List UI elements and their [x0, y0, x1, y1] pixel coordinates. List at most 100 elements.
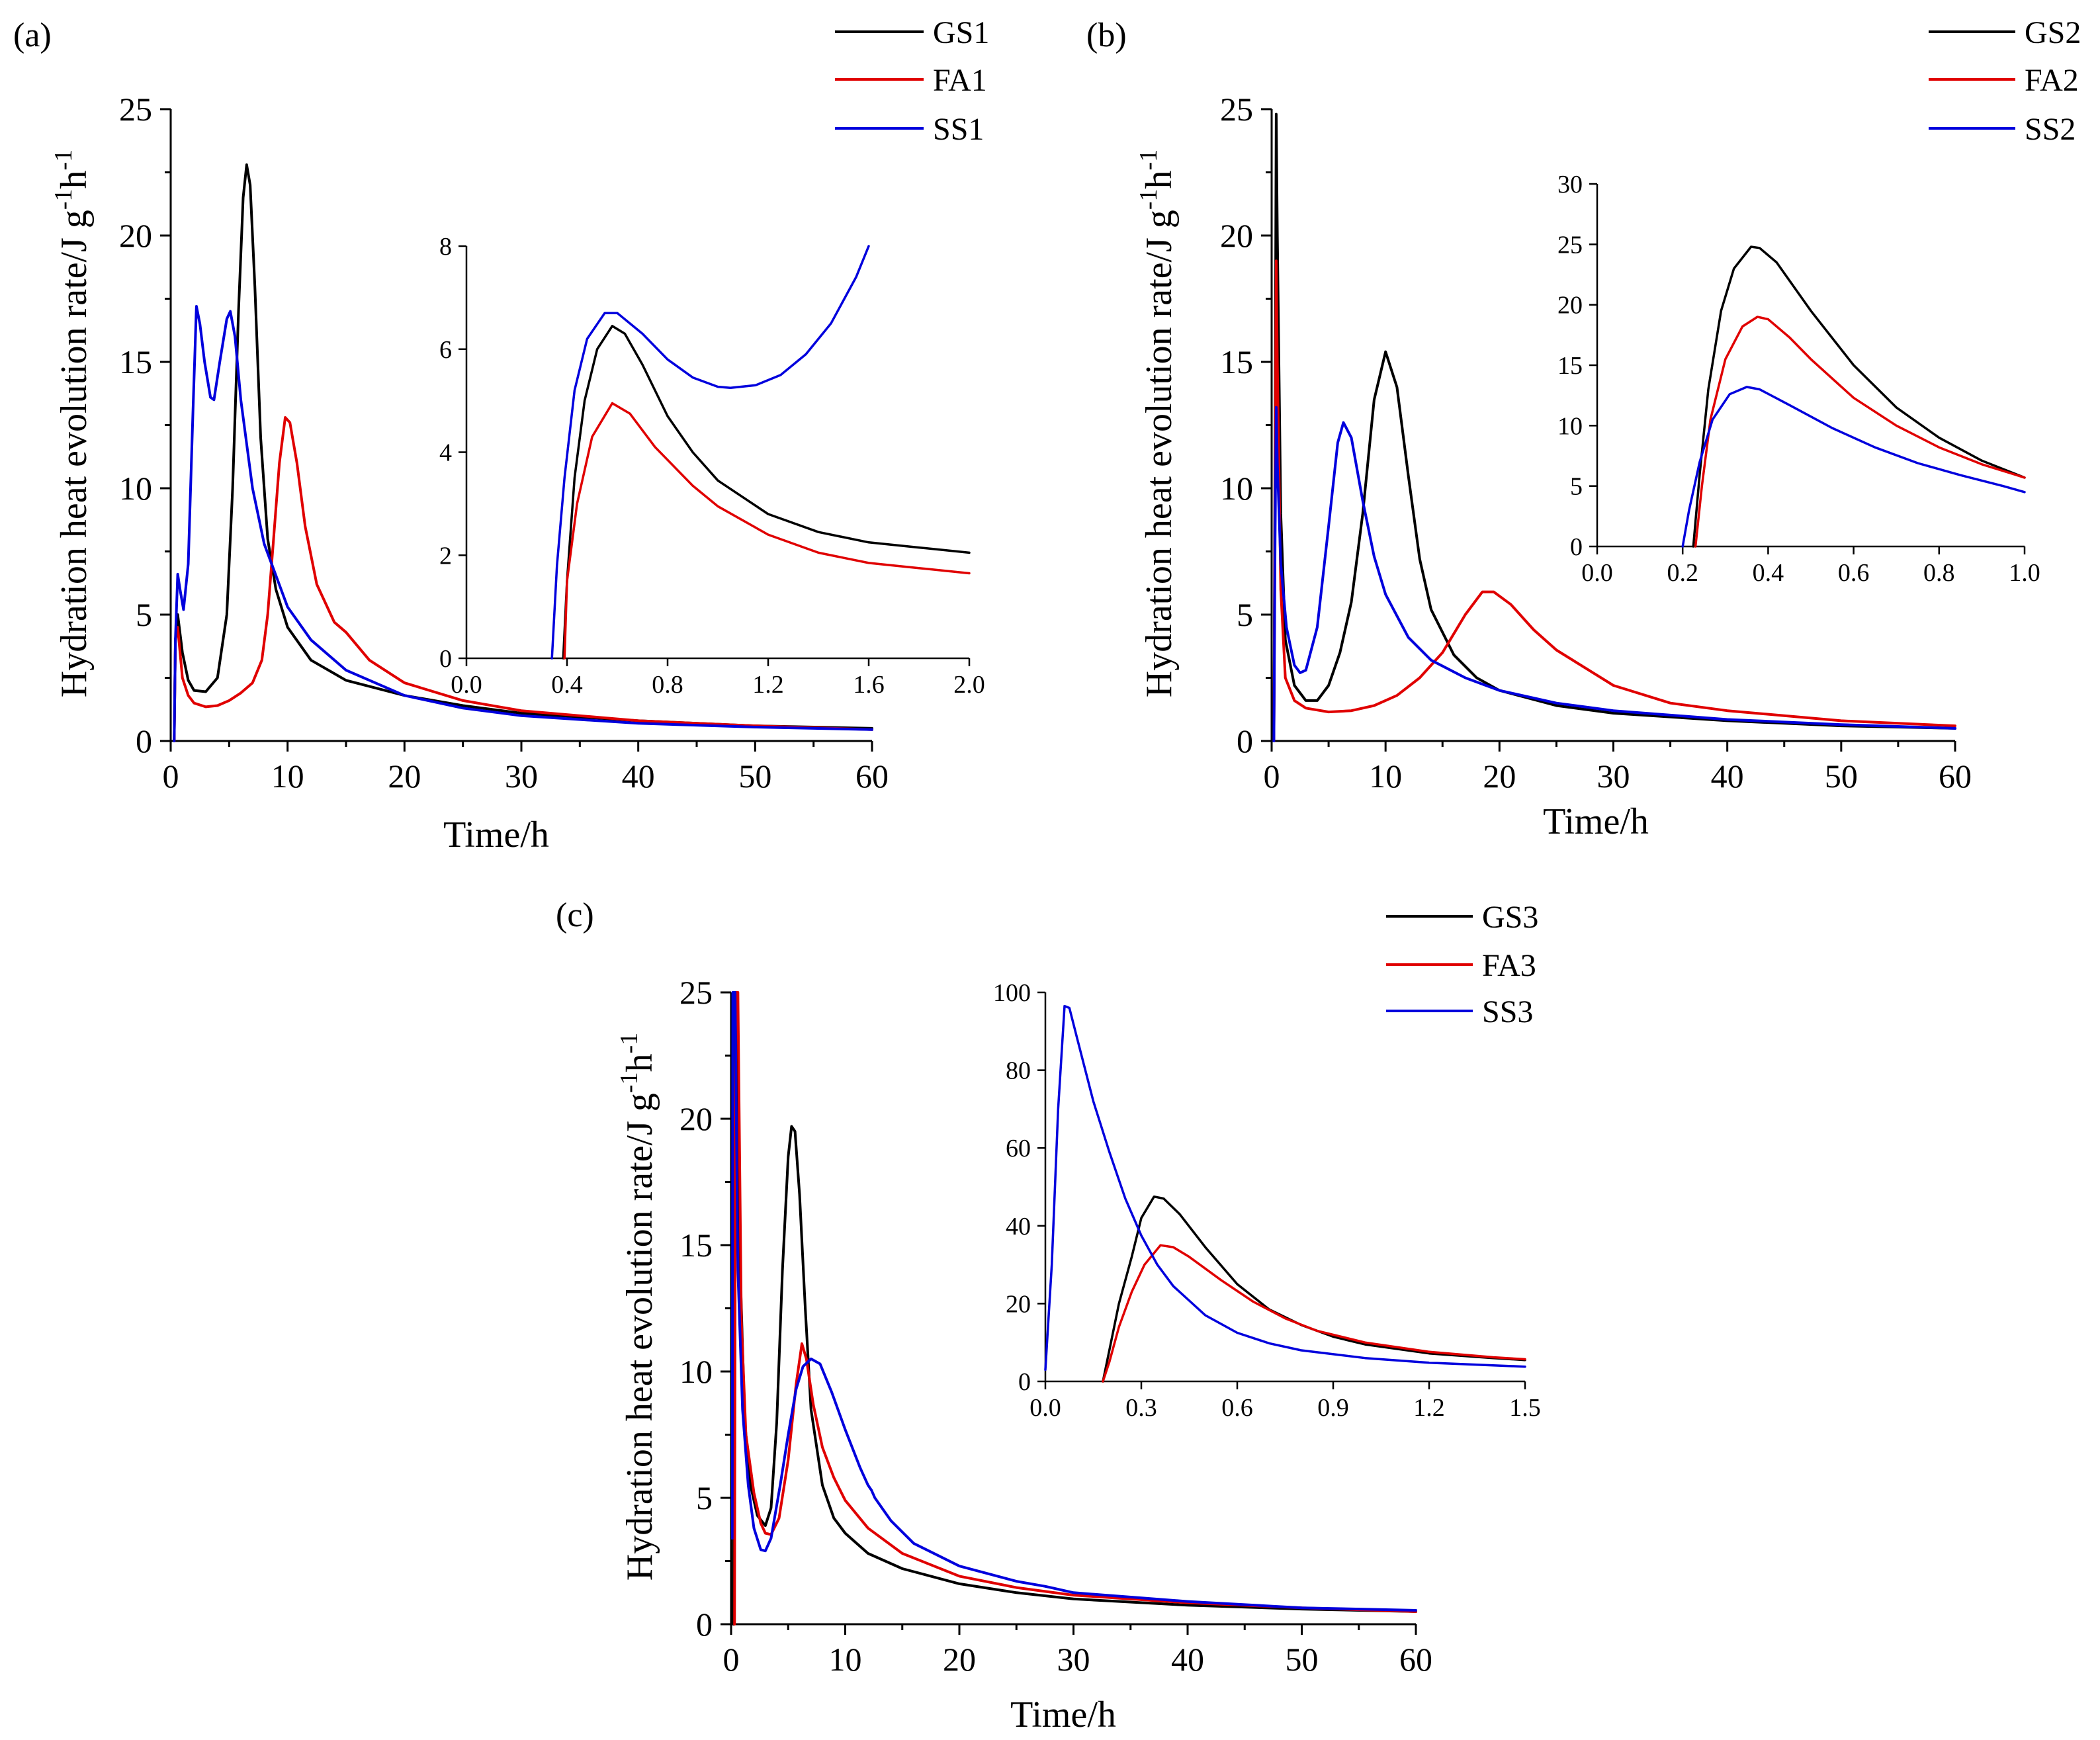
series-line-FA2	[1272, 259, 1956, 742]
inset-y-tick-label: 25	[1557, 231, 1583, 259]
inset-y-tick-label: 100	[993, 979, 1031, 1007]
inset-y-tick-label: 2	[439, 542, 452, 570]
x-tick-label: 10	[829, 1641, 862, 1678]
inset-series-line-FA3	[1102, 1244, 1526, 1383]
chart-panel-1: (a)0 10 20 30 40 50 600510152025Time/hHydratio…	[13, 15, 989, 855]
inset-x-tick-label: 2.0	[953, 671, 985, 699]
x-axis-title: Time/h	[1543, 801, 1649, 842]
series-line-GS1	[173, 163, 873, 742]
x-tick-label: 60	[1939, 758, 1972, 795]
legend-label-GS1: GS1	[933, 15, 989, 50]
legend-label-FA3: FA3	[1482, 948, 1536, 983]
y-tick-label: 5	[1237, 596, 1253, 633]
y-axis-title-sup1: -1	[1135, 189, 1162, 210]
x-tick-label: 10	[1369, 758, 1402, 795]
x-tick-label: 30	[1597, 758, 1630, 795]
x-tick-label: 40	[622, 758, 655, 795]
inset-x-tick-label: 0.8	[652, 671, 683, 699]
y-tick-label: 20	[119, 217, 152, 254]
y-axis-title-sup1: -1	[615, 1072, 643, 1093]
chart-panel-2: (b)0 10 20 30 40 50 600510152025Time/hHydratio…	[1086, 15, 2081, 842]
x-tick-label: 50	[1286, 1641, 1319, 1678]
inset-y-tick-label: 6	[439, 336, 452, 364]
y-tick-label: 10	[679, 1353, 713, 1390]
y-tick-label: 15	[1220, 343, 1253, 380]
legend-label-FA1: FA1	[933, 63, 987, 98]
y-tick-label: 5	[696, 1479, 713, 1516]
inset-y-tick-label: 0	[439, 645, 452, 673]
y-tick-label: 25	[679, 974, 713, 1011]
series-line-FA1	[173, 416, 873, 742]
y-axis-title-sup2: -1	[50, 150, 77, 171]
inset-y-tick-label: 30	[1557, 171, 1583, 198]
x-axis-title: Time/h	[443, 814, 549, 855]
y-tick-label: 10	[119, 470, 152, 507]
y-axis-title: Hydration heat evolution rate/J g-1h-1	[1135, 150, 1180, 697]
y-axis-title-main: Hydration heat evolution rate/J g	[1139, 210, 1180, 697]
x-tick-label: 20	[943, 1641, 976, 1678]
series-line-SS3	[731, 991, 1417, 1612]
inset-x-tick-label: 0.6	[1838, 559, 1870, 587]
y-tick-label: 20	[1220, 217, 1253, 254]
y-axis-title-mid: h	[54, 170, 95, 189]
legend-label-SS1: SS1	[933, 112, 984, 147]
legend-label-GS3: GS3	[1482, 900, 1538, 935]
y-tick-label: 25	[119, 91, 152, 128]
inset-series-line-SS2	[1681, 386, 2026, 548]
inset-x-tick-label: 1.6	[853, 671, 885, 699]
series-line-FA3	[733, 991, 1417, 1626]
inset-y-tick-label: 0	[1018, 1368, 1031, 1396]
series-line-SS2	[1272, 406, 1956, 742]
y-tick-label: 15	[119, 343, 152, 380]
legend-label-GS2: GS2	[2025, 15, 2081, 50]
y-axis-title-sup2: -1	[1135, 150, 1162, 171]
inset-y-tick-label: 20	[1006, 1290, 1031, 1318]
y-tick-label: 5	[136, 596, 152, 633]
inset-y-tick-label: 60	[1006, 1135, 1031, 1162]
inset-y-tick-label: 4	[439, 439, 452, 467]
y-tick-label: 0	[136, 722, 152, 760]
inset-series-line-FA2	[1694, 316, 2026, 548]
inset-x-tick-label: 0.6	[1221, 1394, 1253, 1422]
x-tick-label: 10	[271, 758, 304, 795]
x-tick-label: 40	[1171, 1641, 1204, 1678]
y-axis-title-main: Hydration heat evolution rate/J g	[619, 1093, 660, 1581]
x-tick-label: 30	[505, 758, 538, 795]
inset-y-tick-label: 15	[1557, 352, 1583, 380]
inset-series-line-GS3	[1102, 1195, 1526, 1383]
legend-label-SS2: SS2	[2025, 112, 2076, 147]
x-tick-label: 0	[723, 1641, 740, 1678]
inset-series-line-SS1	[550, 245, 870, 660]
panel-label: (b)	[1086, 17, 1127, 54]
y-tick-label: 0	[696, 1606, 713, 1643]
inset-y-tick-label: 5	[1570, 473, 1583, 501]
y-tick-label: 0	[1237, 722, 1253, 760]
series-line-GS3	[732, 991, 1417, 1626]
y-axis-title-mid: h	[619, 1053, 660, 1072]
x-tick-label: 30	[1057, 1641, 1090, 1678]
y-axis-title-sup2: -1	[615, 1033, 643, 1054]
inset-chart: 0.0 0.4 0.8 1.2 1.6 2.0 0 2 4 6 8	[439, 233, 985, 699]
x-tick-label: 60	[855, 758, 889, 795]
y-axis-title: Hydration heat evolution rate/J g-1h-1	[615, 1033, 660, 1581]
inset-x-tick-label: 1.5	[1509, 1394, 1541, 1422]
inset-y-tick-label: 40	[1006, 1213, 1031, 1240]
inset-chart: 0.0 0.2 0.4 0.6 0.8 1.0 0 5 10 15 20 25 30	[1557, 171, 2040, 587]
x-tick-label: 50	[738, 758, 771, 795]
inset-series-line-SS3	[1044, 1004, 1526, 1371]
inset-x-tick-label: 0.9	[1317, 1394, 1349, 1422]
inset-x-tick-label: 0.4	[551, 671, 583, 699]
inset-x-tick-label: 0.0	[1029, 1394, 1061, 1422]
series-line-SS1	[173, 305, 873, 742]
y-tick-label: 15	[679, 1227, 713, 1264]
x-tick-label: 20	[388, 758, 421, 795]
inset-series-line-GS1	[562, 324, 971, 660]
legend-label-SS3: SS3	[1482, 994, 1533, 1029]
legend-label-FA2: FA2	[2025, 63, 2079, 98]
inset-x-tick-label: 0.2	[1667, 559, 1698, 587]
inset-chart: 0.0 0.3 0.6 0.9 1.2 1.5 0 20 40 60 80 100	[993, 979, 1541, 1422]
x-tick-label: 40	[1711, 758, 1744, 795]
inset-series-line-FA1	[563, 402, 971, 660]
inset-x-tick-label: 1.2	[1413, 1394, 1445, 1422]
